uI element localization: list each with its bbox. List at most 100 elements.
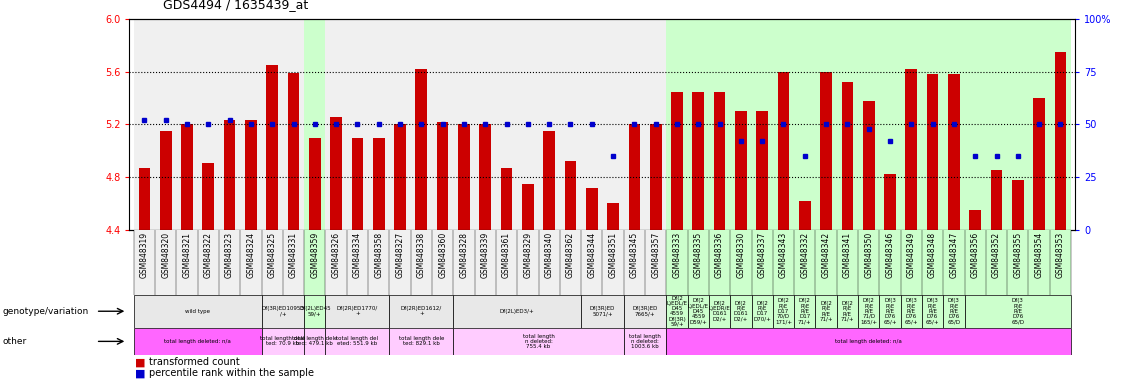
Text: GSM848330: GSM848330 [736,232,745,278]
Bar [138,168,150,230]
Text: GSM848342: GSM848342 [822,232,831,278]
Text: GSM848346: GSM848346 [885,232,894,278]
Bar [309,137,321,230]
Bar [283,230,304,295]
Bar [965,230,986,295]
Bar [283,19,304,230]
Bar [198,19,218,230]
Bar [390,295,454,328]
Bar [368,19,390,230]
Text: total length
n deleted:
1003.6 kb: total length n deleted: 1003.6 kb [629,334,661,349]
Bar [645,19,667,230]
Text: GSM848360: GSM848360 [438,232,447,278]
Bar [415,69,427,230]
Bar [751,295,772,328]
Bar [1049,230,1071,295]
Bar [543,131,555,230]
Bar [394,124,405,230]
Bar [624,295,667,328]
Text: ■: ■ [135,368,145,378]
Text: total length
n deleted:
755.4 kb: total length n deleted: 755.4 kb [522,334,554,349]
Bar [330,116,342,230]
Text: GSM848324: GSM848324 [247,232,256,278]
Bar [432,19,454,230]
Bar [1055,52,1066,230]
Bar [1007,230,1028,295]
Text: total length dele
ted: 829.1 kb: total length dele ted: 829.1 kb [399,336,444,346]
Text: Df(2
L)EDL/E
D45
4559
Df(3R)
59/+: Df(2 L)EDL/E D45 4559 Df(3R) 59/+ [667,296,688,327]
Text: other: other [2,337,27,346]
Bar [218,19,240,230]
Text: GSM848349: GSM848349 [906,232,915,278]
Bar [1049,19,1071,230]
Bar [841,82,854,230]
Text: Df(3
R)E
R/E
D76
65/D: Df(3 R)E R/E D76 65/D [947,298,960,324]
Bar [522,184,534,230]
Bar [351,137,364,230]
Bar [1028,230,1049,295]
Bar [884,174,896,230]
Text: GSM848362: GSM848362 [566,232,575,278]
Bar [581,295,624,328]
Text: GSM848328: GSM848328 [459,232,468,278]
Text: percentile rank within the sample: percentile rank within the sample [149,368,314,378]
Text: total length deleted: n/a: total length deleted: n/a [835,339,902,344]
Text: Df(2
R)E
R/E
71/D
165/+: Df(2 R)E R/E 71/D 165/+ [860,298,877,324]
Bar [879,230,901,295]
Bar [944,230,965,295]
Bar [922,295,944,328]
Text: total length dele
ted: 479.1 kb: total length dele ted: 479.1 kb [292,336,338,346]
Text: Df(2
R)E
D161
D2/+: Df(2 R)E D161 D2/+ [733,301,749,321]
Bar [901,295,922,328]
Bar [731,19,751,230]
Bar [944,295,965,328]
Bar [986,19,1007,230]
Bar [325,295,390,328]
Bar [901,19,922,230]
Bar [986,230,1007,295]
Bar [390,230,411,295]
Bar [709,230,731,295]
Bar [1012,180,1024,230]
Bar [751,230,772,295]
Bar [709,295,731,328]
Bar [538,19,560,230]
Bar [198,230,218,295]
Bar [564,161,577,230]
Text: GSM848340: GSM848340 [545,232,554,278]
Text: GSM848355: GSM848355 [1013,232,1022,278]
Text: Df(3R)ED
5071/+: Df(3R)ED 5071/+ [590,306,615,316]
Bar [794,19,815,230]
Bar [304,328,325,355]
Text: GSM848359: GSM848359 [311,232,320,278]
Bar [650,124,661,230]
Bar [714,91,725,230]
Bar [560,19,581,230]
Bar [667,230,688,295]
Bar [245,121,257,230]
Text: total length deleted: n/a: total length deleted: n/a [164,339,231,344]
Text: ■: ■ [135,357,145,367]
Text: wild type: wild type [185,309,211,314]
Bar [667,19,688,230]
Bar [772,19,794,230]
Bar [820,72,832,230]
Text: GSM848353: GSM848353 [1056,232,1065,278]
Bar [560,230,581,295]
Bar [815,230,837,295]
Bar [624,19,645,230]
Bar [965,295,1071,328]
Text: Df(2
R)E
R/E
71/+: Df(2 R)E R/E 71/+ [841,301,855,321]
Bar [411,230,432,295]
Text: genotype/variation: genotype/variation [2,307,89,316]
Bar [794,295,815,328]
Text: GSM848348: GSM848348 [928,232,937,278]
Text: GSM848319: GSM848319 [140,232,149,278]
Text: GSM848345: GSM848345 [629,232,638,278]
Text: GSM848325: GSM848325 [268,232,277,278]
Bar [134,295,261,328]
Bar [304,230,325,295]
Bar [922,230,944,295]
Text: Df(3
R)E
R/E
D76
65/D: Df(3 R)E R/E D76 65/D [1011,298,1025,324]
Bar [304,295,325,328]
